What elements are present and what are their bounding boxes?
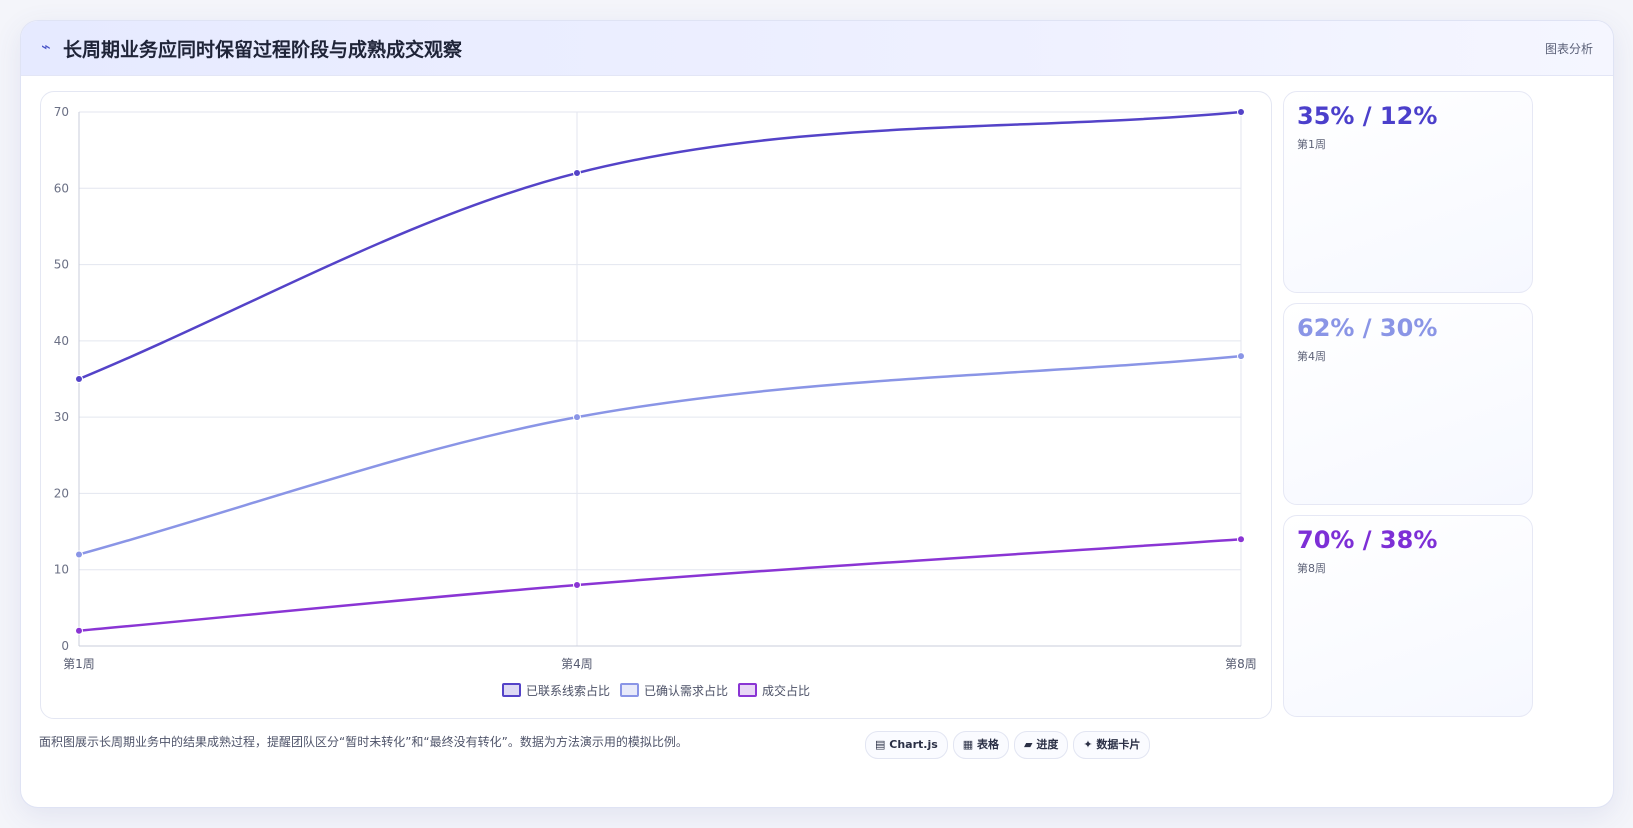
legend-swatch	[738, 683, 757, 697]
chart-line-icon: ⌁	[41, 37, 51, 56]
series-line	[78, 537, 1242, 632]
progress-icon: ▰	[1024, 738, 1033, 751]
chip-chartjs[interactable]: ▤ Chart.js	[865, 731, 948, 759]
data-point	[75, 550, 83, 559]
x-tick-label: 第1周	[63, 657, 95, 671]
data-point	[1237, 352, 1245, 361]
legend-label: 已确认需求占比	[643, 684, 728, 698]
legend-item[interactable]: 已确认需求占比	[619, 682, 728, 699]
data-point	[573, 580, 581, 589]
data-point	[1237, 535, 1245, 544]
data-point	[573, 169, 581, 178]
stat-value: 70% / 38%	[1297, 526, 1438, 554]
stat-value: 35% / 12%	[1297, 102, 1438, 130]
y-tick-label: 30	[54, 410, 69, 424]
x-tick-label: 第4周	[561, 657, 593, 671]
y-tick-label: 20	[54, 486, 69, 500]
stat-card-week8: 70% / 38% 第8周	[1283, 515, 1533, 717]
table-icon: ▦	[962, 738, 974, 751]
legend-item[interactable]: 已联系线索占比	[501, 682, 610, 699]
y-tick-label: 70	[54, 105, 69, 119]
chip-label: 数据卡片	[1096, 738, 1141, 751]
sparkle-icon: ✦	[1083, 738, 1093, 751]
chip-table[interactable]: ▦ 表格	[952, 731, 1010, 759]
y-tick-label: 50	[54, 258, 69, 272]
chip-group: ▤ Chart.js ▦ 表格 ▰ 进度 ✦ 数据卡片	[865, 731, 1155, 759]
chart-icon: ▤	[875, 738, 886, 751]
stat-label: 第1周	[1297, 138, 1326, 151]
data-point	[75, 375, 83, 383]
chip-progress[interactable]: ▰ 进度	[1014, 731, 1069, 759]
data-point	[1237, 108, 1245, 116]
stat-card-week4: 62% / 30% 第4周	[1283, 303, 1533, 505]
legend-swatch	[619, 683, 639, 697]
y-tick-label: 0	[61, 639, 69, 653]
legend-swatch	[501, 683, 521, 697]
chip-label: Chart.js	[889, 738, 938, 751]
chart-legend: 已联系线索占比 已确认需求占比 成交占比	[41, 682, 1271, 699]
series-line	[78, 110, 1242, 381]
card-header: ⌁ 长周期业务应同时保留过程阶段与成熟成交观察 图表分析	[21, 21, 1613, 76]
data-point	[573, 413, 581, 422]
legend-item[interactable]: 成交占比	[738, 682, 810, 699]
chart-svg: 0 10 20 30 40 50 60 70 第1周 第4周 第8周	[54, 105, 1257, 671]
line-chart: 0 10 20 30 40 50 60 70 第1周 第4周 第8周 已联系线索占比 已确认需求占比 成…	[40, 91, 1272, 719]
chip-label: 进度	[1036, 738, 1059, 751]
stat-value: 62% / 30%	[1297, 314, 1438, 342]
footer-note: 面积图展示长周期业务中的结果成熟过程，提醒团队区分“暂时未转化”和“最终没有转化…	[39, 735, 688, 749]
chip-label: 表格	[977, 738, 1000, 751]
legend-label: 已联系线索占比	[525, 684, 610, 698]
y-tick-label: 10	[54, 563, 69, 577]
stat-label: 第4周	[1297, 350, 1326, 363]
legend-label: 成交占比	[762, 684, 811, 698]
y-tick-label: 40	[54, 334, 69, 348]
header-tag: 图表分析	[1544, 42, 1593, 56]
stat-label: 第8周	[1297, 562, 1326, 575]
y-tick-label: 60	[54, 181, 69, 195]
series-line	[78, 354, 1242, 556]
stat-card-week1: 35% / 12% 第1周	[1283, 91, 1533, 293]
x-tick-label: 第8周	[1225, 657, 1257, 671]
chip-data-card[interactable]: ✦ 数据卡片	[1073, 731, 1151, 759]
page-title: 长周期业务应同时保留过程阶段与成熟成交观察	[63, 39, 463, 61]
chart-card: ⌁ 长周期业务应同时保留过程阶段与成熟成交观察 图表分析 0 10 20 30 40 50…	[20, 20, 1614, 808]
data-point	[75, 626, 83, 635]
